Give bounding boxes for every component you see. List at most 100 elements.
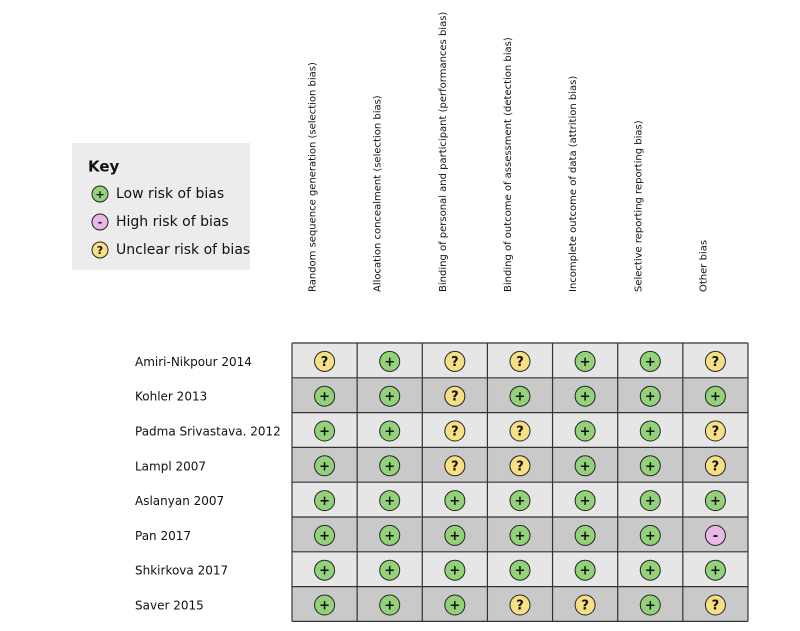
judgement-circle bbox=[704, 524, 726, 546]
study-name: Saver 2015 bbox=[135, 599, 204, 613]
judgement-symbol: + bbox=[449, 599, 460, 614]
judgement-symbol: - bbox=[713, 529, 718, 544]
judgement-symbol: + bbox=[580, 459, 591, 474]
judgement-circle bbox=[704, 350, 726, 372]
judgement-symbol: + bbox=[449, 564, 460, 579]
judgement-circle bbox=[639, 490, 661, 512]
judgement-symbol: + bbox=[319, 529, 330, 544]
judgement-symbol: + bbox=[384, 390, 395, 405]
judgement-circle bbox=[639, 455, 661, 477]
key-symbol: - bbox=[98, 216, 103, 229]
judgement-circle bbox=[704, 594, 726, 616]
key-symbol-circle bbox=[91, 185, 109, 203]
judgement-circle bbox=[379, 594, 401, 616]
judgement-symbol: + bbox=[580, 355, 591, 370]
judgement-circle bbox=[444, 385, 466, 407]
judgement-symbol: + bbox=[580, 564, 591, 579]
judgement-circle bbox=[314, 420, 336, 442]
judgement-circle bbox=[444, 455, 466, 477]
study-name: Shkirkova 2017 bbox=[135, 564, 228, 578]
judgement-symbol: ? bbox=[451, 390, 459, 405]
judgement-symbol: + bbox=[515, 529, 526, 544]
judgement-symbol: + bbox=[515, 494, 526, 509]
judgement-symbol: + bbox=[384, 599, 395, 614]
judgement-circle bbox=[574, 524, 596, 546]
judgement-symbol: + bbox=[580, 529, 591, 544]
judgement-symbol: + bbox=[645, 459, 656, 474]
judgement-circle bbox=[509, 490, 531, 512]
key-label: High risk of bias bbox=[116, 214, 229, 230]
column-header: Incomplete outcome of data (attrition bi… bbox=[568, 76, 579, 292]
key-label: Low risk of bias bbox=[116, 186, 224, 202]
judgement-symbol: + bbox=[319, 494, 330, 509]
judgement-circle bbox=[444, 559, 466, 581]
key-title: Key bbox=[88, 158, 120, 176]
judgement-symbol: ? bbox=[516, 599, 524, 614]
judgement-circle bbox=[379, 420, 401, 442]
judgement-circle bbox=[574, 490, 596, 512]
judgement-circle bbox=[509, 350, 531, 372]
judgement-symbol: + bbox=[645, 599, 656, 614]
study-name: Amiri-Nikpour 2014 bbox=[135, 355, 252, 369]
judgement-circle bbox=[704, 420, 726, 442]
judgement-circle bbox=[509, 455, 531, 477]
judgement-circle bbox=[314, 559, 336, 581]
judgement-circle bbox=[574, 350, 596, 372]
judgement-symbol: + bbox=[645, 494, 656, 509]
judgement-circle bbox=[444, 594, 466, 616]
judgement-symbol: ? bbox=[516, 425, 524, 440]
judgement-circle bbox=[444, 420, 466, 442]
study-name: Kohler 2013 bbox=[135, 390, 207, 404]
judgement-symbol: + bbox=[384, 564, 395, 579]
judgement-circle bbox=[509, 524, 531, 546]
judgement-symbol: + bbox=[384, 459, 395, 474]
judgement-symbol: + bbox=[515, 390, 526, 405]
judgement-circle bbox=[379, 455, 401, 477]
judgement-circle bbox=[314, 594, 336, 616]
judgement-symbol: + bbox=[449, 494, 460, 509]
judgement-circle bbox=[639, 524, 661, 546]
judgement-circle bbox=[509, 385, 531, 407]
column-header: Other bias bbox=[698, 240, 709, 292]
judgement-symbol: + bbox=[580, 390, 591, 405]
judgement-circle bbox=[704, 455, 726, 477]
judgement-symbol: + bbox=[645, 390, 656, 405]
judgement-circle bbox=[704, 490, 726, 512]
judgement-circle bbox=[704, 385, 726, 407]
judgement-symbol: ? bbox=[451, 355, 459, 370]
judgement-symbol: ? bbox=[712, 425, 720, 440]
judgement-circle bbox=[574, 559, 596, 581]
study-name: Aslanyan 2007 bbox=[135, 494, 224, 508]
judgement-symbol: ? bbox=[712, 355, 720, 370]
judgement-symbol: + bbox=[384, 355, 395, 370]
judgement-circle bbox=[639, 559, 661, 581]
judgement-symbol: + bbox=[645, 564, 656, 579]
judgement-symbol: + bbox=[319, 459, 330, 474]
judgement-symbol: + bbox=[319, 390, 330, 405]
judgement-symbol: + bbox=[449, 529, 460, 544]
judgement-symbol: ? bbox=[451, 459, 459, 474]
judgement-circle bbox=[314, 350, 336, 372]
judgement-symbol: + bbox=[580, 494, 591, 509]
column-header: Selective reporting reporting bias) bbox=[633, 120, 644, 292]
judgement-circle bbox=[509, 594, 531, 616]
judgement-symbol: + bbox=[319, 425, 330, 440]
judgement-symbol: + bbox=[384, 425, 395, 440]
judgement-symbol: ? bbox=[581, 599, 589, 614]
judgement-symbol: + bbox=[710, 494, 721, 509]
key-label: Unclear risk of bias bbox=[116, 242, 250, 258]
judgement-circle bbox=[314, 524, 336, 546]
judgement-circle bbox=[574, 455, 596, 477]
judgement-symbol: ? bbox=[712, 459, 720, 474]
judgement-circle bbox=[509, 420, 531, 442]
judgement-circle bbox=[379, 350, 401, 372]
judgement-circle bbox=[639, 350, 661, 372]
judgement-circle bbox=[444, 524, 466, 546]
judgement-symbol: + bbox=[319, 599, 330, 614]
column-header: Allocation concealment (selection bias) bbox=[373, 95, 384, 292]
key-symbol-circle bbox=[91, 241, 109, 259]
judgement-circle bbox=[574, 385, 596, 407]
judgement-symbol: ? bbox=[516, 459, 524, 474]
judgement-circle bbox=[574, 594, 596, 616]
judgement-symbol: + bbox=[319, 564, 330, 579]
